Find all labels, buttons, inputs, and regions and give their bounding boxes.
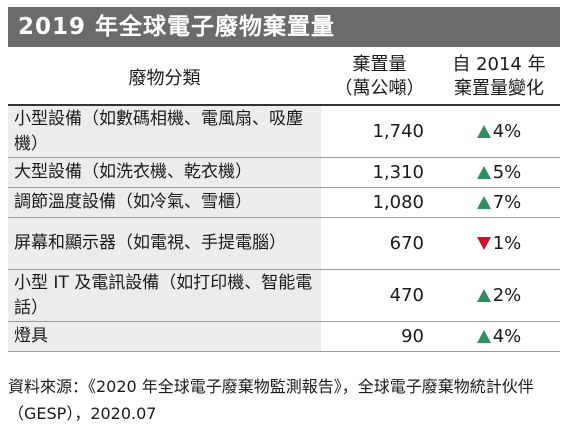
row-change: 5% (438, 162, 560, 183)
row-change: 4% (438, 121, 560, 142)
row-amount: 1,740 (372, 121, 424, 142)
row-change-value: 7% (492, 192, 522, 213)
up-triangle-icon (476, 125, 491, 138)
row-change: 2% (438, 285, 560, 306)
table-row: 燈具 90 4% (8, 322, 560, 352)
header-amount: 棄置量 （萬公噸） (321, 50, 438, 104)
row-category: 小型 IT 及電訊設備（如打印機、智能電話） (8, 270, 321, 321)
header-amount-line2: （萬公噸） (334, 78, 425, 99)
row-change-value: 5% (492, 162, 522, 183)
row-amount: 470 (389, 285, 424, 306)
row-change: 1% (438, 233, 560, 254)
table-row: 小型設備（如數碼相機、電風扇、吸塵機） 1,740 4% (8, 106, 560, 158)
row-amount: 1,310 (372, 162, 424, 183)
row-amount: 90 (401, 326, 424, 347)
up-triangle-icon (476, 289, 491, 302)
row-category: 大型設備（如洗衣機、乾衣機） (8, 158, 321, 187)
up-triangle-icon (476, 196, 491, 209)
header-category: 廢物分類 (128, 68, 201, 89)
row-category: 小型設備（如數碼相機、電風扇、吸塵機） (8, 106, 321, 157)
header-change-line2: 棄置量變化 (454, 78, 544, 99)
table-row: 小型 IT 及電訊設備（如打印機、智能電話） 470 2% (8, 270, 560, 322)
row-category: 燈具 (8, 322, 321, 351)
source-note: 資料來源：《2020 年全球電子廢棄物監測報告》，全球電子廢棄物統計伙伴（GES… (8, 377, 534, 423)
header-change: 自 2014 年 棄置量變化 (438, 50, 560, 104)
table-row: 調節溫度設備（如冷氣、雪櫃） 1,080 7% (8, 188, 560, 218)
row-change-value: 4% (492, 326, 522, 347)
row-change: 7% (438, 192, 560, 213)
table-title: 2019 年全球電子廢物棄置量 (8, 7, 560, 47)
row-category: 屏幕和顯示器（如電視、手提電腦） (8, 218, 321, 269)
row-change-value: 1% (492, 233, 522, 254)
up-triangle-icon (476, 166, 491, 179)
row-amount: 670 (389, 233, 424, 254)
down-triangle-icon (476, 237, 491, 250)
table-header: 廢物分類 棄置量 （萬公噸） 自 2014 年 棄置量變化 (8, 50, 560, 106)
row-change-value: 4% (492, 121, 522, 142)
header-change-line1: 自 2014 年 (452, 54, 546, 75)
table-row: 大型設備（如洗衣機、乾衣機） 1,310 5% (8, 158, 560, 188)
row-category: 調節溫度設備（如冷氣、雪櫃） (8, 188, 321, 217)
header-amount-line1: 棄置量 (352, 54, 407, 75)
e-waste-table: 廢物分類 棄置量 （萬公噸） 自 2014 年 棄置量變化 小型設備（如數碼相機… (8, 50, 560, 352)
row-amount: 1,080 (372, 192, 424, 213)
row-change-value: 2% (492, 285, 522, 306)
up-triangle-icon (476, 330, 491, 343)
table-row: 屏幕和顯示器（如電視、手提電腦） 670 1% (8, 218, 560, 270)
row-change: 4% (438, 326, 560, 347)
